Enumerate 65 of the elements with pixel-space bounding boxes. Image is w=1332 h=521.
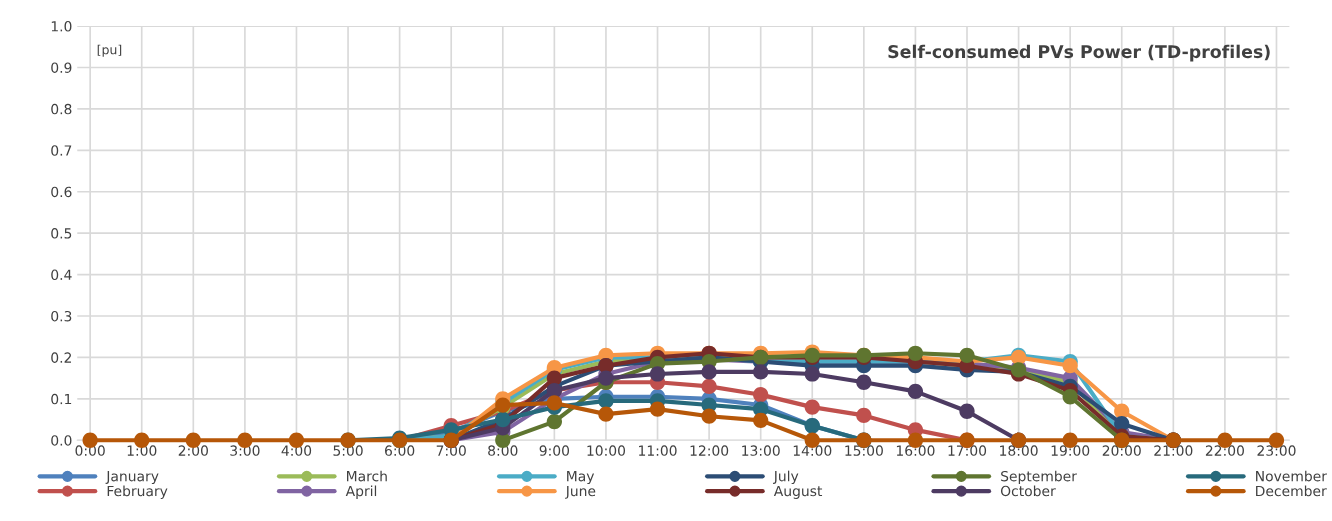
x-tick-label: 16:00 bbox=[896, 445, 935, 456]
point bbox=[753, 412, 769, 428]
point bbox=[649, 366, 666, 382]
x-tick-label: 9:00 bbox=[539, 445, 570, 456]
point bbox=[753, 387, 769, 403]
x-tick-label: 18:00 bbox=[1000, 445, 1038, 456]
point bbox=[701, 378, 717, 395]
point bbox=[546, 413, 563, 430]
y-tick-label: 0.1 bbox=[51, 393, 72, 405]
text: Self-consumed PVs Power (TD-profiles) bbox=[888, 44, 1270, 62]
y-tick-label: 0.8 bbox=[51, 103, 72, 115]
x-tick-label: 12:00 bbox=[690, 445, 729, 456]
legend-label: April bbox=[345, 485, 377, 499]
y-tick-label: 0.2 bbox=[51, 352, 71, 363]
legend-label: January bbox=[105, 471, 159, 485]
y-tick-label: 0.7 bbox=[51, 145, 72, 156]
x-tick-label: 8:00 bbox=[488, 445, 518, 456]
annotation: [pu] bbox=[97, 44, 122, 57]
x-tick-label: 11:00 bbox=[639, 445, 677, 456]
x-tick-label: 15:00 bbox=[845, 445, 883, 456]
legend-label: July bbox=[773, 470, 799, 485]
y-tick-label: 0.3 bbox=[51, 310, 72, 322]
point bbox=[753, 364, 769, 380]
point bbox=[907, 383, 924, 400]
point bbox=[1062, 389, 1078, 405]
x-tick-label: 10:00 bbox=[587, 445, 626, 456]
point bbox=[649, 401, 666, 417]
legend-label: May bbox=[567, 471, 595, 485]
y-tick-label: 0.5 bbox=[51, 228, 72, 239]
legend-label: March bbox=[347, 470, 387, 482]
legend-label: June bbox=[565, 485, 596, 499]
legend-label: October bbox=[1000, 485, 1056, 497]
y-tick-label: 0.0 bbox=[51, 435, 72, 446]
legend-label: September bbox=[1001, 470, 1077, 485]
point bbox=[701, 408, 717, 424]
point bbox=[598, 370, 614, 386]
x-tick-label: 21:00 bbox=[1154, 445, 1193, 456]
x-tick-label: 19:00 bbox=[1051, 445, 1090, 456]
legend-label: November bbox=[1256, 470, 1327, 482]
legend-label: August bbox=[773, 485, 823, 499]
point bbox=[907, 345, 924, 361]
y-tick-label: 0.6 bbox=[51, 186, 72, 198]
point bbox=[1114, 416, 1130, 432]
point bbox=[856, 374, 872, 390]
point bbox=[959, 347, 975, 363]
point bbox=[804, 399, 820, 415]
x-tick-label: 23:00 bbox=[1257, 445, 1296, 456]
x-tick-label: 13:00 bbox=[742, 445, 780, 456]
point bbox=[1062, 358, 1078, 374]
y-tick-label: 0.9 bbox=[51, 62, 72, 73]
point bbox=[701, 364, 717, 380]
x-tick-label: 20:00 bbox=[1102, 445, 1141, 456]
x-tick-label: 14:00 bbox=[793, 445, 832, 456]
point bbox=[598, 406, 614, 422]
point bbox=[856, 407, 872, 424]
point bbox=[959, 403, 975, 419]
y-tick-label: 1.0 bbox=[51, 21, 72, 32]
legend-label: December bbox=[1256, 485, 1327, 497]
y-tick-label: 0.4 bbox=[51, 269, 72, 281]
point bbox=[546, 395, 563, 411]
x-tick-label: 17:00 bbox=[948, 445, 987, 456]
x-tick-label: 22:00 bbox=[1205, 445, 1244, 456]
point bbox=[804, 366, 820, 382]
point bbox=[598, 393, 614, 409]
legend-label: February bbox=[107, 485, 168, 499]
